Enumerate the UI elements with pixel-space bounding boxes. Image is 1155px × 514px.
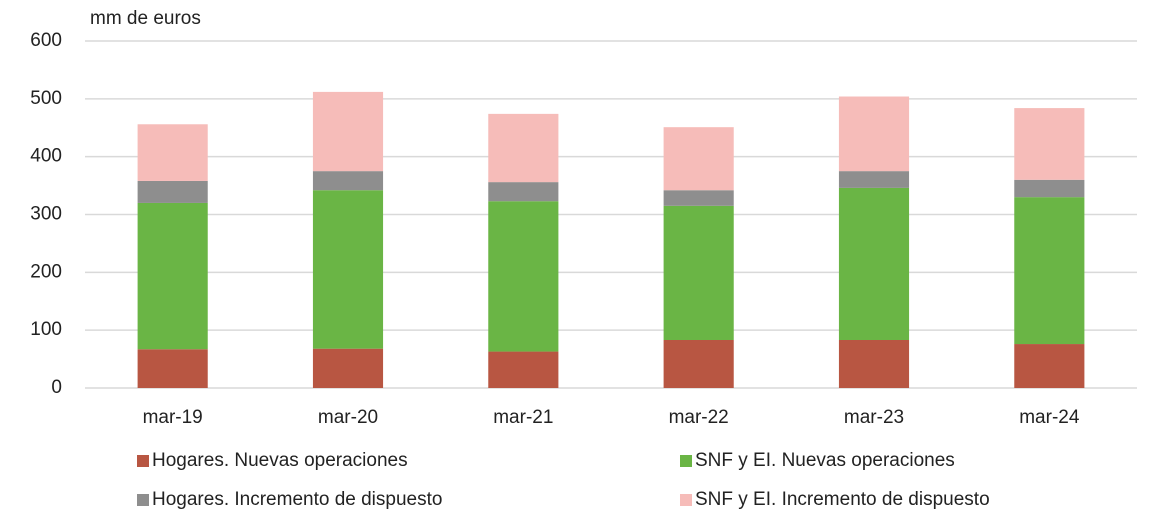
bar-segment bbox=[312, 171, 384, 191]
bar-segment bbox=[1014, 179, 1085, 198]
bar-segment bbox=[137, 349, 208, 388]
y-axis-label: mm de euros bbox=[90, 8, 201, 29]
bar-segment bbox=[1014, 344, 1085, 388]
bar-segment bbox=[838, 96, 910, 172]
y-tick-label: 300 bbox=[30, 204, 62, 225]
bar-segment bbox=[663, 205, 734, 340]
legend-label: Hogares. Incremento de dispuesto bbox=[152, 489, 442, 510]
bar-segment bbox=[1014, 108, 1085, 180]
bar-segment bbox=[663, 127, 734, 191]
x-tick-label: mar-19 bbox=[143, 407, 203, 428]
legend-label: SNF y EI. Nuevas operaciones bbox=[695, 450, 955, 471]
bar-segment bbox=[488, 201, 559, 352]
legend-swatch bbox=[137, 494, 149, 506]
bar-segment bbox=[488, 351, 559, 388]
x-tick-label: mar-21 bbox=[493, 407, 553, 428]
bar-segment bbox=[663, 339, 734, 388]
bar-segment bbox=[312, 190, 384, 349]
x-tick-label: mar-24 bbox=[1019, 407, 1080, 428]
bar-segment bbox=[137, 180, 208, 203]
x-tick-label: mar-23 bbox=[844, 407, 904, 428]
bar-segment bbox=[312, 91, 384, 172]
bar-segment bbox=[137, 124, 208, 181]
bar-segment bbox=[488, 182, 559, 202]
legend-swatch bbox=[680, 455, 692, 467]
legend-label: SNF y EI. Incremento de dispuesto bbox=[695, 489, 990, 510]
bar-segment bbox=[488, 113, 559, 183]
bar-segment bbox=[1014, 197, 1085, 345]
bar-segment bbox=[312, 348, 384, 388]
y-tick-label: 400 bbox=[30, 146, 62, 167]
y-tick-label: 500 bbox=[30, 88, 62, 109]
legend-swatch bbox=[137, 455, 149, 467]
bar-segment bbox=[137, 202, 208, 350]
x-tick-label: mar-22 bbox=[669, 407, 729, 428]
bar-segment bbox=[838, 187, 910, 340]
legend-label: Hogares. Nuevas operaciones bbox=[152, 450, 408, 471]
x-tick-label: mar-20 bbox=[318, 407, 378, 428]
y-tick-label: 0 bbox=[51, 377, 62, 398]
y-tick-label: 600 bbox=[30, 30, 62, 51]
y-tick-label: 200 bbox=[30, 261, 62, 282]
legend-swatch bbox=[680, 494, 692, 506]
bar-segment bbox=[838, 339, 910, 388]
bar-segment bbox=[838, 171, 910, 188]
bar-segment bbox=[663, 190, 734, 206]
y-tick-label: 100 bbox=[30, 319, 62, 340]
